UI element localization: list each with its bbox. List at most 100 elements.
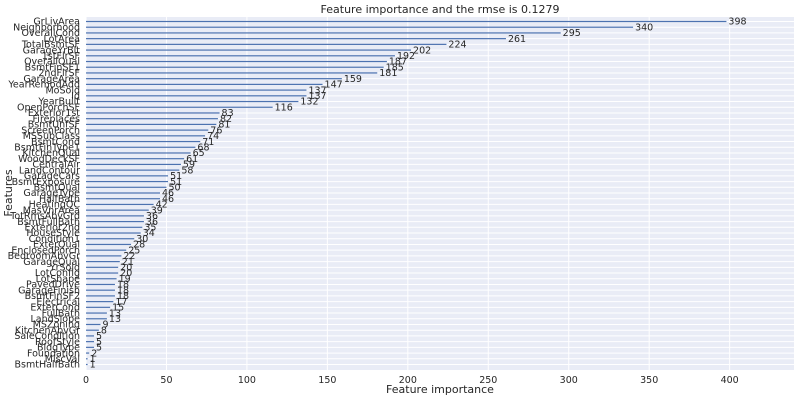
y-tick-label: Neighborhood — [13, 22, 80, 33]
data-label: 15 — [112, 303, 124, 314]
bar — [86, 55, 395, 57]
y-tick-label: HalfBath — [39, 194, 80, 205]
bar — [86, 135, 206, 137]
bar — [86, 283, 115, 286]
data-label: 42 — [156, 200, 168, 211]
y-tick-label: LotShape — [36, 274, 81, 285]
data-label: 46 — [162, 194, 174, 205]
x-tick-label: 250 — [479, 375, 497, 386]
y-tick-label: YrSold — [49, 263, 80, 274]
bar — [86, 100, 299, 103]
y-tick-label: MSSubClass — [23, 131, 80, 142]
bar — [86, 266, 119, 268]
data-label: 116 — [275, 102, 293, 113]
data-label: 36 — [146, 217, 158, 228]
y-tick-label: Foundation — [27, 348, 80, 359]
data-label: 18 — [117, 285, 129, 296]
y-tick-label: KitchenAbvGr — [15, 325, 80, 336]
bar — [86, 249, 127, 251]
bar — [86, 198, 161, 200]
bar — [86, 83, 323, 85]
data-label: 81 — [218, 120, 230, 131]
bar — [86, 358, 88, 360]
y-tick-label: 2ndFlrSF — [38, 68, 80, 79]
y-tick-label: Exterior1st — [28, 108, 80, 119]
bar — [86, 129, 209, 131]
bar — [86, 278, 117, 280]
data-label: 1 — [90, 360, 96, 371]
bar — [86, 363, 88, 366]
x-tick-label: 350 — [640, 375, 658, 386]
bar — [86, 346, 95, 348]
y-tick-label: Fireplaces — [33, 114, 81, 125]
bar — [86, 295, 115, 297]
x-tick-label: 0 — [83, 375, 89, 386]
y-tick-label: ExterCond — [30, 303, 80, 314]
bar — [86, 318, 107, 320]
data-label: 50 — [168, 182, 180, 193]
y-tick-label: LotConfig — [35, 268, 80, 279]
data-label: 398 — [728, 17, 746, 28]
data-label: 58 — [181, 165, 193, 176]
y-tick-label: TotalBsmtSF — [21, 40, 80, 51]
bar — [86, 203, 154, 206]
bar — [86, 306, 111, 308]
data-label: 46 — [162, 188, 174, 199]
bar — [86, 352, 90, 354]
y-tick-label: MiscVal — [45, 354, 80, 365]
y-tick-label: Electrical — [36, 297, 80, 308]
bar — [86, 186, 167, 188]
y-tick-label: WoodDeckSF — [18, 154, 80, 165]
y-tick-label: Condition1 — [29, 234, 80, 245]
bar — [86, 238, 135, 240]
bar — [86, 192, 161, 194]
bar — [86, 146, 196, 148]
bar — [86, 335, 95, 337]
bar — [86, 243, 132, 246]
x-tick-label: 100 — [238, 375, 256, 386]
data-label: 202 — [413, 45, 431, 56]
bar — [86, 312, 107, 314]
y-tick-label: BsmtFinType1 — [14, 142, 80, 153]
bar — [86, 95, 307, 97]
data-label: 224 — [448, 40, 466, 51]
data-label: 51 — [170, 171, 182, 182]
data-label: 20 — [120, 268, 132, 279]
bar — [86, 226, 143, 228]
y-tick-label: BsmtFinSF2 — [25, 291, 80, 302]
data-label: 340 — [635, 22, 653, 33]
y-tick-label: FullBath — [42, 308, 80, 319]
data-label: 159 — [344, 74, 362, 85]
data-label: 295 — [563, 28, 581, 39]
data-label: 261 — [508, 34, 526, 45]
bar — [86, 209, 149, 211]
bar — [86, 329, 99, 331]
y-tick-label: MoSold — [45, 85, 80, 96]
y-tick-label: GarageType — [23, 188, 80, 199]
bar — [86, 289, 115, 291]
bar — [86, 140, 201, 143]
bar — [86, 272, 119, 274]
y-tick-label: GarageFinish — [18, 285, 80, 296]
y-tick-label: GrLivArea — [33, 17, 80, 28]
bar — [86, 341, 95, 343]
chart-title: Feature importance and the rmse is 0.127… — [321, 3, 560, 16]
data-label: 51 — [170, 177, 182, 188]
y-tick-label: LandContour — [19, 165, 80, 176]
data-label: 13 — [109, 314, 121, 325]
y-tick-label: KitchenQual — [22, 148, 80, 159]
x-axis-label: Feature importance — [386, 383, 494, 396]
bar — [86, 220, 144, 223]
data-label: 34 — [143, 228, 155, 239]
y-tick-label: BldgType — [37, 343, 80, 354]
bar — [86, 232, 141, 234]
data-label: 187 — [389, 57, 407, 68]
x-tick-label: 300 — [560, 375, 578, 386]
data-label: 83 — [222, 108, 234, 119]
data-label: 19 — [119, 274, 131, 285]
bar — [86, 215, 144, 217]
data-label: 21 — [122, 257, 134, 268]
bar — [86, 175, 169, 177]
bar — [86, 106, 273, 108]
